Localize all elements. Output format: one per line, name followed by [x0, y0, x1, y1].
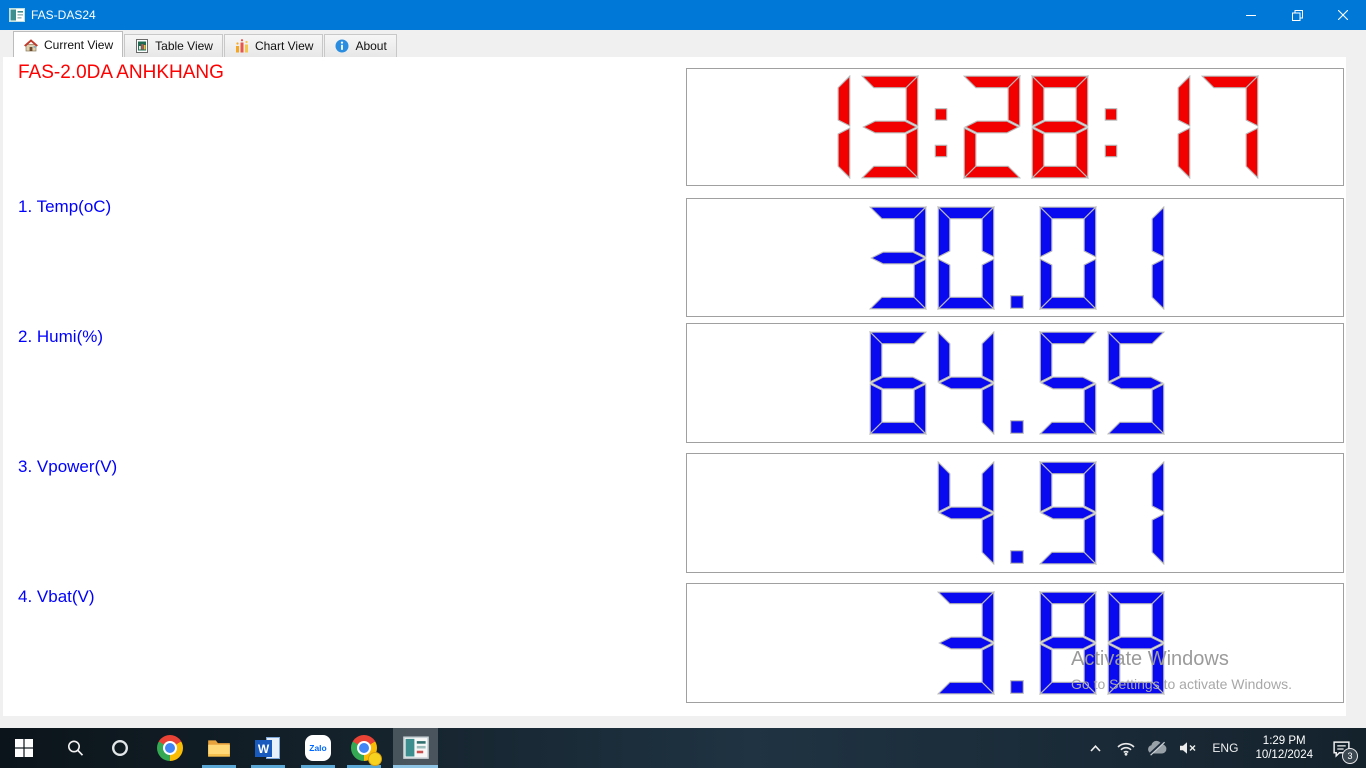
clock-seven-segment [793, 75, 1259, 179]
tab-strip: Current View Table View Chart View [0, 30, 1366, 57]
device-title: FAS-2.0DA ANHKHANG [18, 62, 224, 83]
taskbar-word[interactable]: W [248, 728, 288, 768]
wifi-icon [1117, 742, 1135, 756]
taskbar-zalo[interactable]: Zalo [298, 728, 338, 768]
chevron-up-icon [1090, 744, 1101, 752]
taskbar-chrome[interactable] [150, 728, 190, 768]
chart-icon [235, 39, 248, 53]
system-tray: ENG 1:29 PM 10/12/2024 3 [1084, 728, 1366, 768]
word-letter: W [255, 740, 272, 757]
tab-about[interactable]: About [324, 34, 397, 57]
cortana-icon [111, 739, 129, 757]
title-bar: FAS-DAS24 [0, 0, 1366, 30]
cloud-offline-icon [1148, 740, 1167, 756]
vpower-seven-segment [937, 461, 1165, 565]
channel-label-temp: 1. Temp(oC) [18, 197, 112, 216]
file-explorer-icon [208, 740, 230, 757]
tab-label: Current View [44, 37, 114, 52]
zalo-icon: Zalo [305, 735, 331, 761]
tab-label: About [355, 39, 387, 53]
taskbar-clock[interactable]: 1:29 PM 10/12/2024 [1251, 734, 1317, 762]
minimize-icon [1246, 15, 1256, 16]
humi-seven-segment [869, 331, 1165, 435]
cortana-button[interactable] [100, 728, 140, 768]
info-icon [335, 39, 349, 53]
show-hidden-icons-button[interactable] [1084, 728, 1106, 768]
notification-badge: 3 [1342, 748, 1358, 764]
window-title: FAS-DAS24 [31, 8, 96, 22]
tray-date: 10/12/2024 [1255, 749, 1313, 761]
tab-label: Table View [155, 39, 213, 53]
fas-das24-app-icon [402, 736, 429, 759]
action-center-icon [1332, 740, 1350, 758]
tab-label: Chart View [254, 39, 314, 53]
search-icon [67, 740, 83, 756]
close-button[interactable] [1320, 0, 1366, 30]
clock-display [686, 68, 1344, 186]
wifi-button[interactable] [1115, 728, 1137, 768]
start-button[interactable] [4, 728, 44, 768]
word-icon: W [255, 735, 281, 761]
home-icon [24, 38, 38, 51]
temp-display [686, 198, 1344, 317]
tray-time: 1:29 PM [1262, 735, 1306, 747]
close-icon [1338, 10, 1348, 20]
channel-label-vbat: 4. Vbat(V) [18, 587, 95, 606]
table-icon [136, 39, 149, 53]
search-button[interactable] [55, 728, 95, 768]
taskbar-fas-das24-app[interactable] [393, 728, 438, 768]
taskbar-chrome-profile[interactable] [344, 728, 384, 768]
chrome-icon [157, 735, 183, 761]
channel-label-humi: 2. Humi(%) [18, 327, 104, 346]
chrome-profile-badge [368, 752, 382, 766]
volume-button[interactable] [1177, 728, 1199, 768]
minimize-button[interactable] [1228, 0, 1274, 30]
tab-current-view[interactable]: Current View [13, 31, 124, 57]
restore-icon [1291, 9, 1303, 21]
vbat-seven-segment [937, 591, 1165, 695]
vpower-display [686, 453, 1344, 573]
temp-seven-segment [869, 205, 1165, 310]
vbat-display [686, 583, 1344, 703]
tab-table-view[interactable]: Table View [124, 34, 223, 57]
restore-button[interactable] [1274, 0, 1320, 30]
tab-chart-view[interactable]: Chart View [223, 34, 324, 57]
taskbar: W Zalo [0, 728, 1366, 768]
taskbar-file-explorer[interactable] [199, 728, 239, 768]
onedrive-button[interactable] [1146, 728, 1168, 768]
language-indicator[interactable]: ENG [1212, 741, 1239, 755]
speaker-muted-icon [1180, 742, 1196, 754]
action-center-button[interactable]: 3 [1326, 728, 1358, 768]
humi-display [686, 323, 1344, 443]
channel-label-vpower: 3. Vpower(V) [18, 457, 118, 476]
app-window-icon [9, 8, 25, 22]
windows-logo-icon [15, 739, 33, 757]
